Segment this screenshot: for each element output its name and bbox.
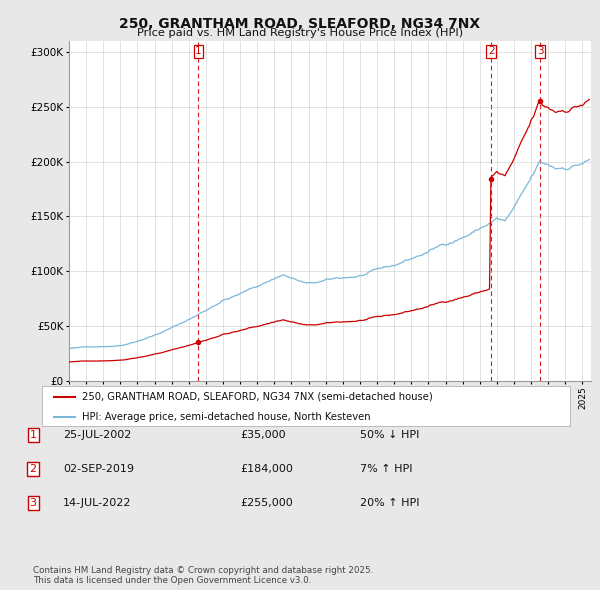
Text: 3: 3 (29, 498, 37, 507)
Text: 7% ↑ HPI: 7% ↑ HPI (360, 464, 413, 474)
Text: 2: 2 (29, 464, 37, 474)
Text: £255,000: £255,000 (240, 498, 293, 507)
Text: 02-SEP-2019: 02-SEP-2019 (63, 464, 134, 474)
Text: £35,000: £35,000 (240, 431, 286, 440)
Text: HPI: Average price, semi-detached house, North Kesteven: HPI: Average price, semi-detached house,… (82, 412, 370, 422)
Text: 3: 3 (537, 47, 544, 57)
Text: £184,000: £184,000 (240, 464, 293, 474)
Text: 1: 1 (29, 431, 37, 440)
Text: Price paid vs. HM Land Registry's House Price Index (HPI): Price paid vs. HM Land Registry's House … (137, 28, 463, 38)
Text: 14-JUL-2022: 14-JUL-2022 (63, 498, 131, 507)
Text: 50% ↓ HPI: 50% ↓ HPI (360, 431, 419, 440)
Text: 250, GRANTHAM ROAD, SLEAFORD, NG34 7NX (semi-detached house): 250, GRANTHAM ROAD, SLEAFORD, NG34 7NX (… (82, 392, 433, 402)
Text: 20% ↑ HPI: 20% ↑ HPI (360, 498, 419, 507)
Text: 250, GRANTHAM ROAD, SLEAFORD, NG34 7NX: 250, GRANTHAM ROAD, SLEAFORD, NG34 7NX (119, 17, 481, 31)
Text: 2: 2 (488, 47, 494, 57)
Text: 1: 1 (195, 47, 202, 57)
Text: Contains HM Land Registry data © Crown copyright and database right 2025.
This d: Contains HM Land Registry data © Crown c… (33, 566, 373, 585)
Text: 25-JUL-2002: 25-JUL-2002 (63, 431, 131, 440)
